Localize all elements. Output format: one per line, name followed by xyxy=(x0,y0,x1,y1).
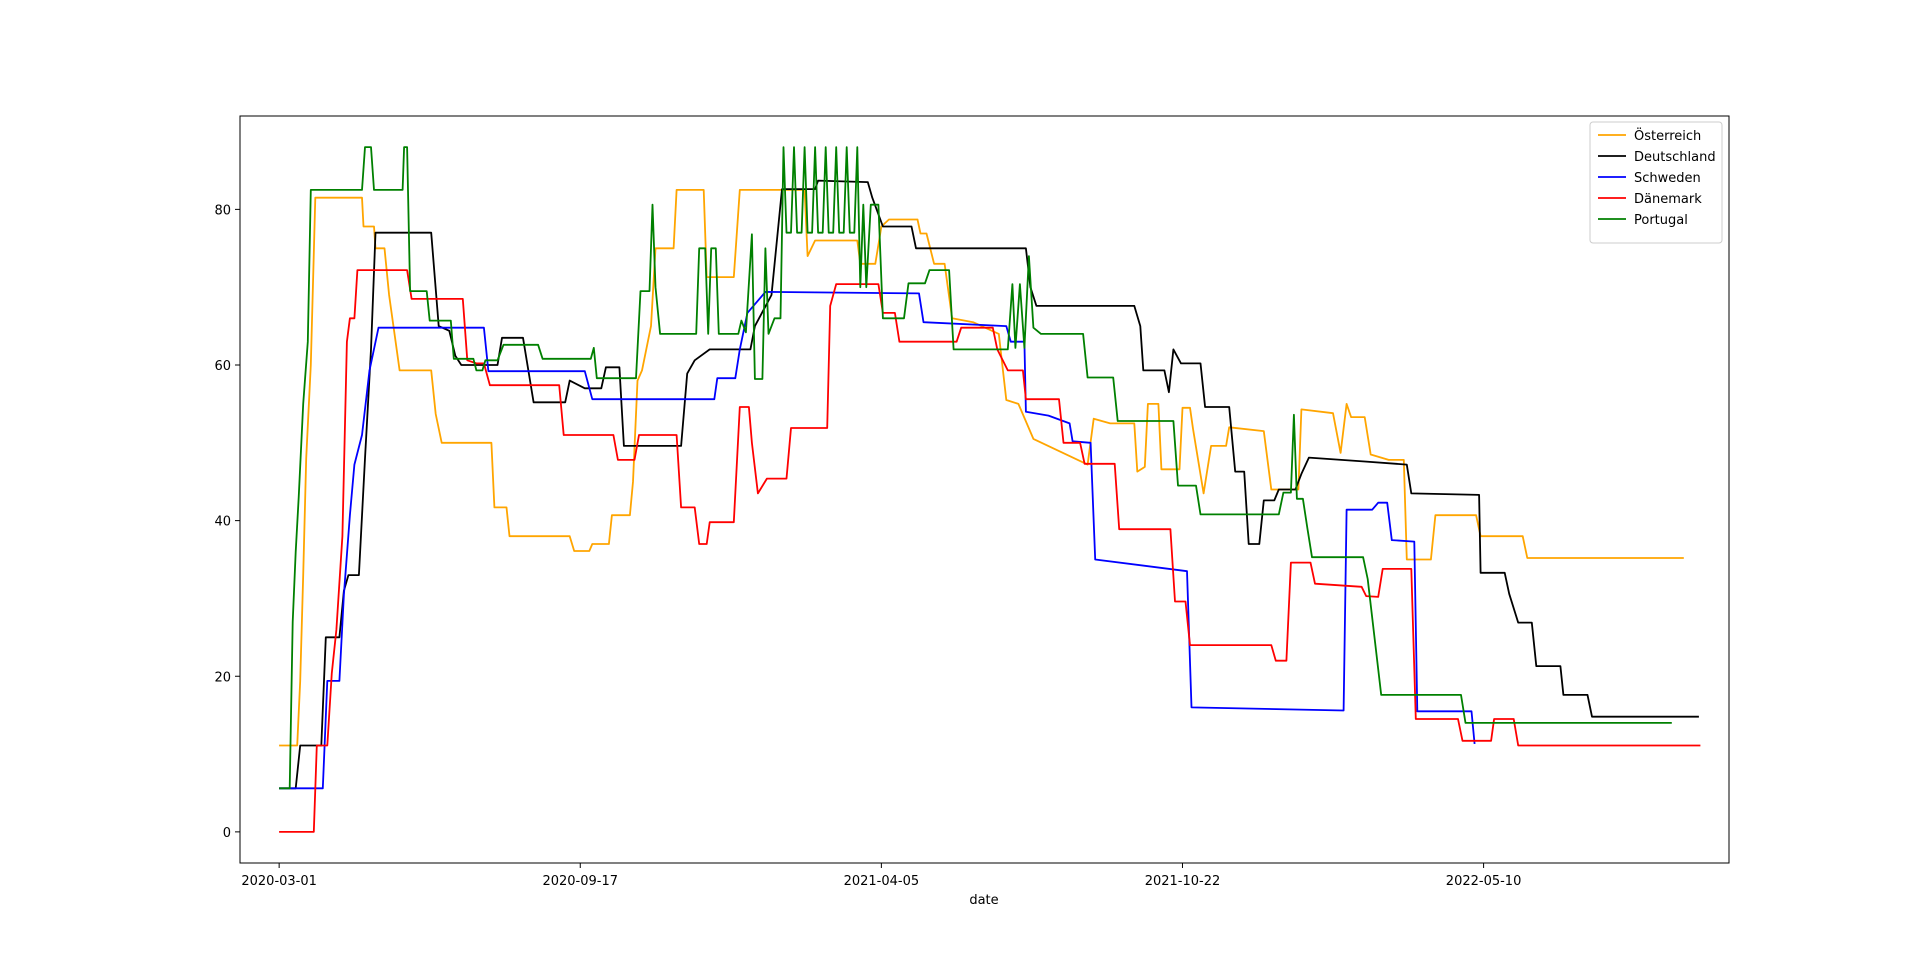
y-axis: 0 20 40 60 80 xyxy=(214,203,240,841)
legend: Österreich Deutschland Schweden Dänemark Por… xyxy=(1589,121,1723,244)
legend-entry: Schweden xyxy=(1634,171,1701,186)
series-line-4 xyxy=(279,146,1672,790)
y-tick-label: 60 xyxy=(214,359,231,374)
x-axis: 2020-03-01 2020-09-17 2021-04-05 2021-10-22… xyxy=(241,863,1521,889)
series-line-2 xyxy=(279,291,1476,790)
legend-box xyxy=(1589,121,1723,244)
x-tick-label: 2020-03-01 xyxy=(241,874,317,889)
y-tick-label: 0 xyxy=(223,826,231,841)
x-tick-label: 2021-04-05 xyxy=(844,874,920,889)
x-tick-label: 2020-09-17 xyxy=(542,874,618,889)
series-line-3 xyxy=(279,269,1701,833)
legend-entry: Dänemark xyxy=(1634,192,1702,207)
legend-entry: Portugal xyxy=(1634,213,1688,228)
series-line-0 xyxy=(279,189,1684,747)
y-tick-label: 40 xyxy=(214,515,231,530)
y-tick-label: 80 xyxy=(214,203,231,218)
plot-frame xyxy=(239,115,1730,864)
legend-entry: Deutschland xyxy=(1634,150,1716,165)
series-layer xyxy=(279,146,1701,833)
x-tick-label: 2022-05-10 xyxy=(1446,874,1522,889)
x-axis-title: date xyxy=(969,893,998,908)
y-tick-label: 20 xyxy=(214,670,231,685)
legend-entry: Österreich xyxy=(1634,127,1701,144)
x-tick-label: 2021-10-22 xyxy=(1145,874,1221,889)
